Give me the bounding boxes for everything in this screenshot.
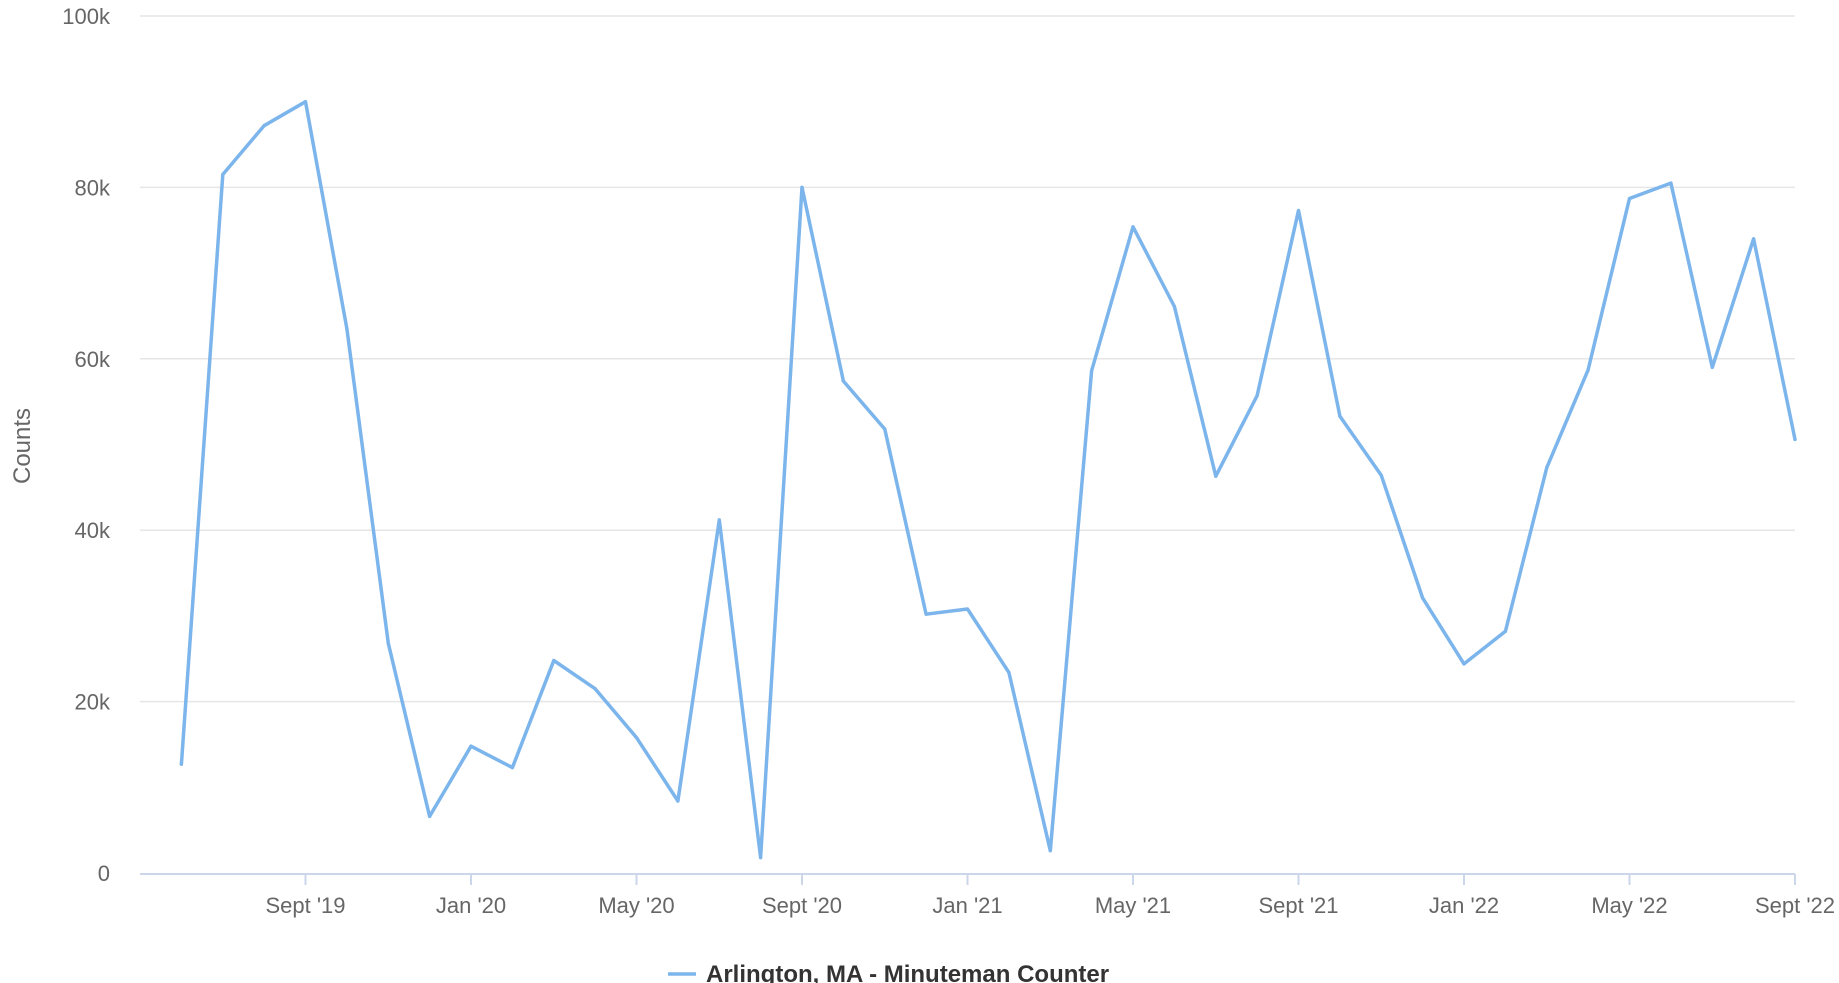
data-point — [965, 607, 970, 611]
data-point — [1172, 304, 1176, 309]
data-point — [1793, 437, 1797, 441]
data-point — [1627, 196, 1632, 201]
data-point — [1338, 414, 1342, 418]
data-point — [841, 379, 845, 383]
data-point — [1752, 237, 1756, 241]
series-line — [179, 99, 1797, 860]
data-point — [1586, 368, 1590, 372]
data-point — [883, 427, 887, 431]
data-point — [386, 641, 390, 645]
series-lines — [179, 99, 1797, 860]
data-point — [262, 124, 266, 128]
data-point — [345, 327, 349, 331]
y-tick-label: 100k — [62, 4, 111, 29]
data-point — [1462, 662, 1466, 666]
data-point — [510, 765, 514, 770]
data-point — [1379, 473, 1383, 477]
grid-lines — [140, 15, 1795, 703]
data-point — [1545, 466, 1549, 470]
data-point — [1214, 474, 1218, 478]
data-point — [428, 814, 432, 819]
data-point — [221, 172, 225, 177]
data-point — [552, 658, 556, 663]
y-tick-label: 80k — [75, 175, 111, 200]
data-point — [1090, 369, 1094, 373]
y-axis-ticks: 0 20k 40k 60k 80k 100k — [62, 4, 111, 886]
data-point — [1007, 670, 1011, 675]
data-point — [759, 855, 763, 860]
data-point — [1503, 629, 1507, 633]
data-point — [1296, 208, 1301, 213]
data-point — [469, 744, 473, 748]
data-point — [800, 185, 804, 189]
data-point — [1421, 596, 1425, 600]
data-point — [303, 100, 308, 104]
y-tick-label: 20k — [75, 690, 111, 715]
x-tick-label: Jan '20 — [436, 893, 506, 918]
data-point — [179, 762, 183, 766]
x-tick-label: May '21 — [1095, 893, 1171, 918]
data-point — [1669, 181, 1673, 185]
legend-label: Arlington, MA - Minuteman Counter — [706, 961, 1109, 983]
legend[interactable]: Arlington, MA - Minuteman Counter — [668, 961, 1109, 983]
data-point — [1048, 849, 1052, 853]
y-tick-label: 40k — [75, 518, 111, 543]
data-point — [1131, 225, 1135, 229]
data-point — [717, 518, 721, 522]
y-tick-label: 60k — [75, 347, 111, 372]
x-tick-label: Sept '19 — [265, 893, 345, 918]
data-point — [924, 612, 928, 616]
data-point — [1710, 365, 1714, 369]
x-tick-label: May '22 — [1591, 893, 1667, 918]
data-point — [593, 687, 597, 691]
x-axis: Sept '19 Jan '20 May '20 Sept '20 Jan '21 May… — [140, 873, 1835, 918]
data-point — [676, 799, 680, 803]
y-axis-title: Counts — [9, 408, 36, 484]
y-tick-label: 0 — [98, 861, 110, 886]
x-tick-label: Jan '22 — [1429, 893, 1499, 918]
x-tick-label: Sept '21 — [1258, 893, 1338, 918]
x-tick-label: Sept '22 — [1755, 893, 1835, 918]
data-point — [1255, 394, 1259, 398]
x-tick-label: Jan '21 — [932, 893, 1002, 918]
x-tick-label: May '20 — [598, 893, 674, 918]
legend-item[interactable]: Arlington, MA - Minuteman Counter — [668, 961, 1109, 983]
x-tick-label: Sept '20 — [762, 893, 842, 918]
data-point — [634, 735, 639, 740]
